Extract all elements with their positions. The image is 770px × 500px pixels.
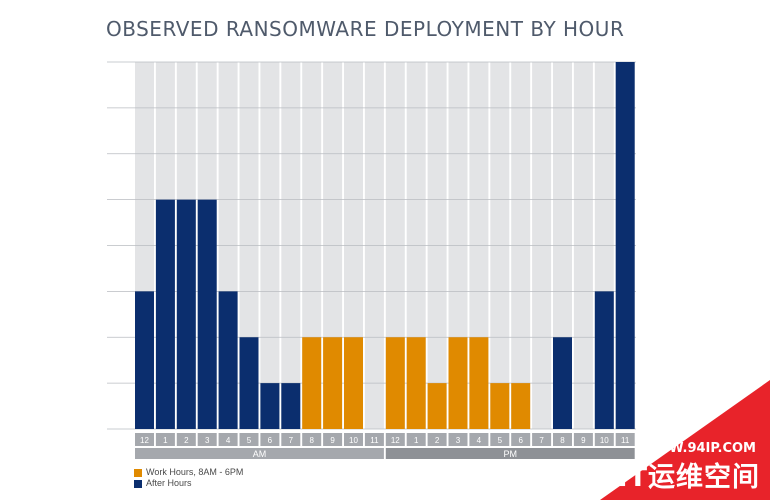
legend-label-after: After Hours: [146, 478, 192, 488]
bar: [427, 383, 447, 429]
hour-tick-label: 8: [560, 436, 565, 445]
bar: [469, 337, 489, 429]
hour-tick-label: 6: [268, 436, 273, 445]
bar: [448, 337, 468, 429]
hour-tick-label: 7: [539, 436, 544, 445]
bar: [385, 337, 405, 429]
bar: [281, 383, 301, 429]
hour-tick-box: [511, 433, 531, 446]
hour-tick-box: [385, 433, 405, 446]
bar: [197, 199, 217, 429]
hour-tick-label: 11: [370, 436, 379, 445]
hour-tick-box: [490, 433, 510, 446]
hour-tick-box: [218, 433, 238, 446]
period-label: AM: [253, 449, 267, 459]
hour-tick-box: [553, 433, 572, 446]
hour-tick-label: 7: [289, 436, 294, 445]
hour-tick-label: 12: [391, 436, 400, 445]
hour-tick-box: [281, 433, 301, 446]
hour-tick-box: [364, 433, 384, 446]
hour-tick-label: 12: [140, 436, 149, 445]
hour-tick-box: [427, 433, 447, 446]
period-label: PM: [504, 449, 518, 459]
hour-tick-box: [532, 433, 552, 446]
bar: [615, 62, 635, 429]
hour-tick-label: 4: [477, 436, 482, 445]
bar: [594, 291, 614, 429]
hour-tick-label: 8: [309, 436, 314, 445]
hour-tick-label: 1: [414, 436, 419, 445]
hour-tick-box: [323, 433, 343, 446]
hour-tick-box: [260, 433, 280, 446]
hour-tick-label: 9: [330, 436, 335, 445]
hour-tick-box: [615, 433, 635, 446]
hour-tick-box: [344, 433, 363, 446]
watermark-banner: [600, 380, 770, 500]
watermark-name: IT运维空间: [617, 462, 760, 493]
hour-tick-label: 2: [184, 436, 189, 445]
hour-tick-box: [197, 433, 217, 446]
hour-tick-label: 2: [435, 436, 440, 445]
bar: [218, 291, 238, 429]
legend-swatch-after: [134, 479, 142, 488]
chart-legend: Work Hours, 8AM - 6PM After Hours: [134, 467, 243, 489]
hour-tick-label: 10: [600, 436, 609, 445]
watermark: WWW.94IP.COM IT运维空间: [600, 380, 770, 500]
bar: [323, 337, 343, 429]
hour-tick-label: 9: [581, 436, 586, 445]
legend-item-after: After Hours: [134, 478, 243, 489]
hour-tick-box: [239, 433, 259, 446]
legend-swatch-work: [134, 468, 142, 477]
hour-tick-box: [302, 433, 322, 446]
bar: [260, 383, 280, 429]
hour-tick-label: 5: [247, 436, 252, 445]
bar: [344, 337, 363, 429]
period-bar: [135, 448, 384, 459]
watermark-url: WWW.94IP.COM: [640, 441, 756, 456]
legend-label-work: Work Hours, 8AM - 6PM: [146, 467, 244, 477]
hour-tick-label: 11: [621, 436, 630, 445]
hour-tick-label: 5: [498, 436, 503, 445]
hour-tick-box: [594, 433, 614, 446]
hour-tick-box: [135, 433, 154, 446]
hour-tick-label: 4: [226, 436, 231, 445]
bar: [511, 383, 531, 429]
bar: [135, 291, 154, 429]
hour-tick-box: [406, 433, 426, 446]
hour-tick-box: [573, 433, 593, 446]
hour-tick-label: 6: [518, 436, 523, 445]
bar: [406, 337, 426, 429]
bar: [490, 383, 510, 429]
hour-tick-label: 10: [349, 436, 358, 445]
period-bar: [385, 448, 635, 459]
hour-tick-label: 1: [163, 436, 168, 445]
bar: [553, 337, 572, 429]
bar: [239, 337, 259, 429]
hour-tick-box: [176, 433, 196, 446]
hour-tick-box: [469, 433, 489, 446]
hour-tick-label: 3: [456, 436, 461, 445]
chart-title: OBSERVED RANSOMWARE DEPLOYMENT BY HOUR: [106, 17, 625, 41]
hour-tick-label: 3: [205, 436, 210, 445]
bar: [155, 199, 175, 429]
legend-item-work: Work Hours, 8AM - 6PM: [134, 467, 243, 478]
hour-tick-box: [155, 433, 175, 446]
hour-tick-box: [448, 433, 468, 446]
bar: [302, 337, 322, 429]
bar: [176, 199, 196, 429]
